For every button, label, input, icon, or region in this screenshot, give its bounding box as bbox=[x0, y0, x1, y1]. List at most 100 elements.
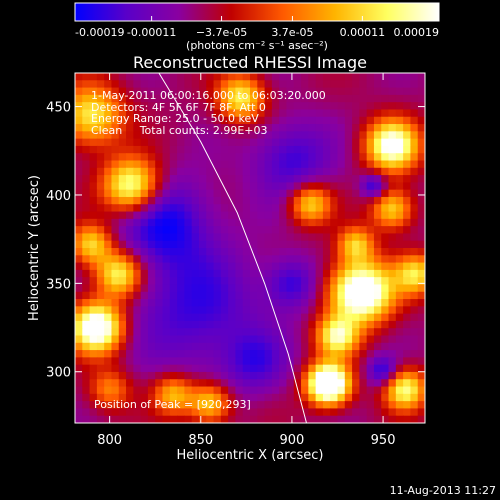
heatmap-cell bbox=[250, 73, 258, 81]
heatmap-cell bbox=[198, 248, 207, 256]
heatmap-cell bbox=[104, 350, 113, 358]
heatmap-cell bbox=[337, 364, 346, 373]
heatmap-cell bbox=[220, 313, 229, 322]
heatmap-cell bbox=[147, 80, 156, 89]
heatmap-cell bbox=[250, 189, 258, 198]
heatmap-cell bbox=[257, 248, 266, 256]
heatmap-cell bbox=[184, 306, 193, 315]
heatmap-cell bbox=[279, 138, 288, 147]
heatmap-cell bbox=[235, 269, 244, 278]
heatmap-cell bbox=[162, 233, 171, 242]
heatmap-cell bbox=[359, 371, 368, 380]
heatmap-cell bbox=[82, 94, 91, 103]
heatmap-cell bbox=[184, 160, 193, 169]
heatmap-cell bbox=[257, 204, 266, 213]
heatmap-cell bbox=[373, 189, 382, 198]
heatmap-cell bbox=[352, 116, 360, 125]
heatmap-cell bbox=[286, 233, 295, 242]
heatmap-cell bbox=[184, 255, 193, 264]
heatmap-cell bbox=[111, 109, 120, 118]
heatmap-cell bbox=[308, 226, 317, 235]
heatmap-cell bbox=[104, 299, 113, 307]
heatmap-cell bbox=[191, 87, 200, 96]
heatmap-cell bbox=[271, 248, 280, 256]
heatmap-cell bbox=[352, 350, 360, 358]
heatmap-cell bbox=[293, 218, 302, 227]
heatmap-cell bbox=[395, 138, 404, 147]
heatmap-cell bbox=[293, 102, 302, 111]
heatmap-cell bbox=[235, 160, 244, 169]
heatmap-cell bbox=[286, 94, 295, 103]
heatmap-cell bbox=[417, 204, 425, 213]
heatmap-cell bbox=[279, 131, 288, 140]
heatmap-cell bbox=[177, 124, 185, 132]
heatmap-cell bbox=[344, 116, 353, 125]
heatmap-cell bbox=[220, 342, 229, 351]
heatmap-cell bbox=[388, 189, 397, 198]
heatmap-cell bbox=[250, 379, 258, 388]
heatmap-cell bbox=[191, 182, 200, 191]
heatmap-cell bbox=[322, 189, 331, 198]
heatmap-cell bbox=[220, 357, 229, 366]
heatmap-cell bbox=[395, 204, 404, 213]
heatmap-cell bbox=[330, 248, 339, 256]
heatmap-cell bbox=[359, 160, 368, 169]
heatmap-cell bbox=[155, 80, 164, 89]
heatmap-cell bbox=[111, 94, 120, 103]
heatmap-cell bbox=[352, 262, 360, 271]
heatmap-cell bbox=[140, 233, 149, 242]
heatmap-cell bbox=[147, 233, 156, 242]
heatmap-cell bbox=[250, 124, 258, 132]
heatmap-cell bbox=[352, 313, 360, 322]
heatmap-cell bbox=[147, 189, 156, 198]
heatmap-cell bbox=[388, 350, 397, 358]
heatmap-cell bbox=[250, 182, 258, 191]
heatmap-cell bbox=[111, 131, 120, 140]
heatmap-cell bbox=[140, 167, 149, 176]
heatmap-cell bbox=[403, 313, 412, 322]
heatmap-cell bbox=[301, 226, 309, 235]
heatmap-cell bbox=[264, 102, 273, 111]
heatmap-cell bbox=[271, 153, 280, 162]
heatmap-cell bbox=[410, 196, 419, 205]
heatmap-cell bbox=[126, 138, 134, 147]
heatmap-cell bbox=[140, 124, 149, 132]
heatmap-cell bbox=[322, 102, 331, 111]
heatmap-cell bbox=[111, 320, 120, 329]
heatmap-cell bbox=[286, 379, 295, 388]
heatmap-cell bbox=[191, 364, 200, 373]
heatmap-cell bbox=[82, 379, 91, 388]
heatmap-cell bbox=[410, 182, 419, 191]
heatmap-cell bbox=[271, 109, 280, 118]
heatmap-cell bbox=[155, 335, 164, 344]
heatmap-cell bbox=[271, 291, 280, 300]
heatmap-cell bbox=[417, 313, 425, 322]
heatmap-cell bbox=[228, 371, 237, 380]
heatmap-cell bbox=[322, 160, 331, 169]
heatmap-cell bbox=[228, 160, 237, 169]
heatmap-cell bbox=[344, 255, 353, 264]
heatmap-cell bbox=[359, 145, 368, 154]
heatmap-cell bbox=[337, 255, 346, 264]
heatmap-cell bbox=[242, 291, 251, 300]
heatmap-cell bbox=[228, 248, 237, 256]
heatmap-cell bbox=[352, 124, 360, 132]
heatmap-cell bbox=[82, 328, 91, 337]
heatmap-cell bbox=[359, 167, 368, 176]
heatmap-cell bbox=[155, 87, 164, 96]
heatmap-cell bbox=[118, 248, 127, 256]
heatmap-cell bbox=[330, 87, 339, 96]
heatmap-cell bbox=[206, 342, 215, 351]
heatmap-cell bbox=[410, 415, 419, 423]
heatmap-cell bbox=[250, 255, 258, 264]
heatmap-cell bbox=[162, 94, 171, 103]
heatmap-cell bbox=[373, 124, 382, 132]
heatmap-cell bbox=[242, 94, 251, 103]
heatmap-cell bbox=[177, 335, 185, 344]
heatmap-cell bbox=[286, 313, 295, 322]
heatmap-cell bbox=[366, 138, 375, 147]
heatmap-cell bbox=[344, 408, 353, 417]
heatmap-cell bbox=[293, 145, 302, 154]
heatmap-cell bbox=[381, 211, 390, 220]
heatmap-cell bbox=[82, 255, 91, 264]
